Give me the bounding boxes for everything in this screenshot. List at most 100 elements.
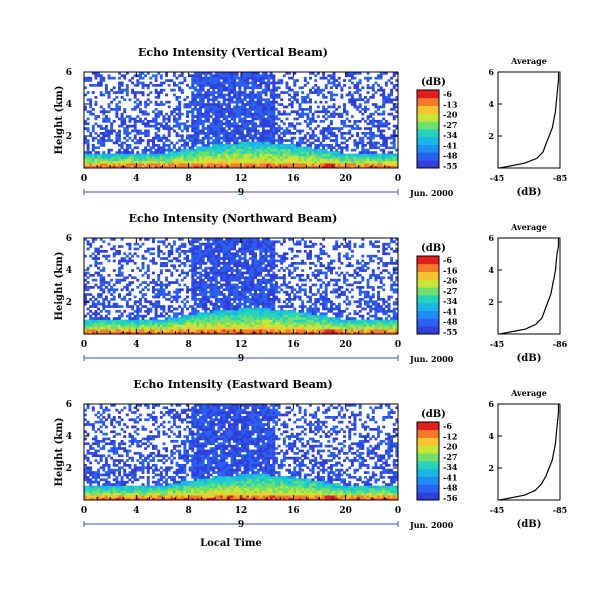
heatmap-cell (206, 141, 210, 145)
heatmap-cell (256, 117, 260, 121)
heatmap-cell (233, 105, 237, 109)
heatmap-cell (361, 144, 365, 147)
heatmap-cell (204, 153, 208, 157)
heatmap-cell (141, 266, 145, 270)
heatmap-cell (329, 91, 333, 94)
heatmap-cell (206, 72, 210, 75)
heatmap-cell (306, 163, 310, 166)
heatmap-cell (86, 322, 90, 325)
heatmap-cell (201, 298, 205, 301)
heatmap-cell (322, 139, 326, 142)
heatmap-cell (256, 314, 260, 318)
heatmap-cell (125, 146, 129, 150)
heatmap-cell (332, 115, 336, 118)
heatmap-cell (267, 326, 271, 330)
heatmap-cell (178, 163, 182, 166)
heatmap-cell (251, 105, 255, 109)
heatmap-cell (238, 298, 242, 301)
heatmap-cell (89, 329, 93, 332)
heatmap-cell (112, 91, 116, 94)
heatmap-cell (251, 245, 255, 248)
heatmap-cell (246, 290, 250, 294)
heatmap-cell (84, 238, 87, 241)
heatmap-cell (293, 136, 297, 140)
heatmap-cell (118, 331, 121, 335)
heatmap-cell (235, 127, 239, 130)
heatmap-cell (144, 100, 148, 104)
heatmap-cell (201, 156, 205, 159)
heatmap-cell (149, 252, 153, 256)
heatmap-cell (392, 72, 396, 75)
heatmap-cell (254, 105, 257, 109)
heatmap-cell (133, 314, 137, 318)
heatmap-cell (343, 124, 346, 128)
heatmap-cell (104, 298, 108, 301)
heatmap-cell (102, 317, 106, 320)
heatmap-cell (212, 108, 216, 111)
heatmap-cell (277, 146, 281, 150)
heatmap-cell (238, 117, 242, 121)
heatmap-cell (269, 322, 273, 325)
heatmap-cell (165, 264, 169, 268)
heatmap-cell (222, 302, 226, 306)
heatmap-cell (204, 252, 208, 256)
heatmap-cell (118, 129, 121, 133)
heatmap-cell (180, 74, 184, 78)
heatmap-cell (193, 290, 197, 294)
heatmap-cell (94, 165, 98, 169)
heatmap-cell (204, 81, 208, 85)
heatmap-cell (358, 153, 362, 157)
heatmap-cell (144, 158, 148, 162)
heatmap-cell (131, 151, 135, 154)
heatmap-cell (104, 319, 108, 323)
heatmap-cell (332, 74, 336, 78)
heatmap-cell (209, 247, 213, 251)
heatmap-cell (199, 160, 203, 164)
heatmap-cell (172, 120, 176, 123)
heatmap-cell (222, 295, 226, 299)
heatmap-cell (170, 153, 174, 157)
heatmap-cell (104, 310, 108, 313)
heatmap-cell (256, 112, 260, 116)
heatmap-cell (112, 317, 116, 320)
heatmap-cell (209, 129, 213, 133)
heatmap-cell (261, 76, 265, 80)
heatmap-cell (282, 132, 286, 135)
heatmap-cell (227, 295, 231, 299)
heatmap-cell (165, 245, 169, 248)
heatmap-cell (128, 324, 132, 328)
heatmap-cell (152, 117, 155, 121)
heatmap-cell (201, 312, 205, 316)
heatmap-cell (233, 283, 237, 287)
heatmap-cell (243, 312, 247, 316)
heatmap-cell (107, 103, 111, 106)
heatmap-cell (97, 115, 100, 118)
heatmap-cell (303, 84, 307, 87)
heatmap-cell (191, 264, 195, 268)
heatmap-cell (248, 274, 252, 277)
heatmap-cell (230, 317, 234, 320)
heatmap-cell (233, 122, 237, 126)
panel-title: Echo Intensity (Vertical Beam) (138, 46, 328, 59)
heatmap-cell (366, 98, 370, 102)
heatmap-cell (175, 141, 179, 145)
heatmap-cell (371, 134, 375, 138)
heatmap-cell (322, 120, 326, 123)
heatmap-cell (395, 88, 399, 92)
heatmap-cell (329, 146, 333, 150)
heatmap-cell (204, 310, 208, 313)
heatmap-cell (212, 266, 216, 270)
heatmap-cell (196, 139, 200, 142)
heatmap-cell (235, 112, 239, 116)
heatmap-cell (204, 276, 208, 280)
heatmap-cell (293, 146, 297, 150)
heatmap-cell (220, 115, 223, 118)
heatmap-cell (230, 302, 234, 306)
heatmap-cell (107, 160, 111, 164)
heatmap-cell (172, 93, 176, 97)
heatmap-cell (136, 132, 140, 135)
heatmap-cell (377, 88, 380, 92)
heatmap-cell (306, 132, 310, 135)
heatmap-cell (165, 72, 169, 75)
heatmap-cell (217, 105, 221, 109)
